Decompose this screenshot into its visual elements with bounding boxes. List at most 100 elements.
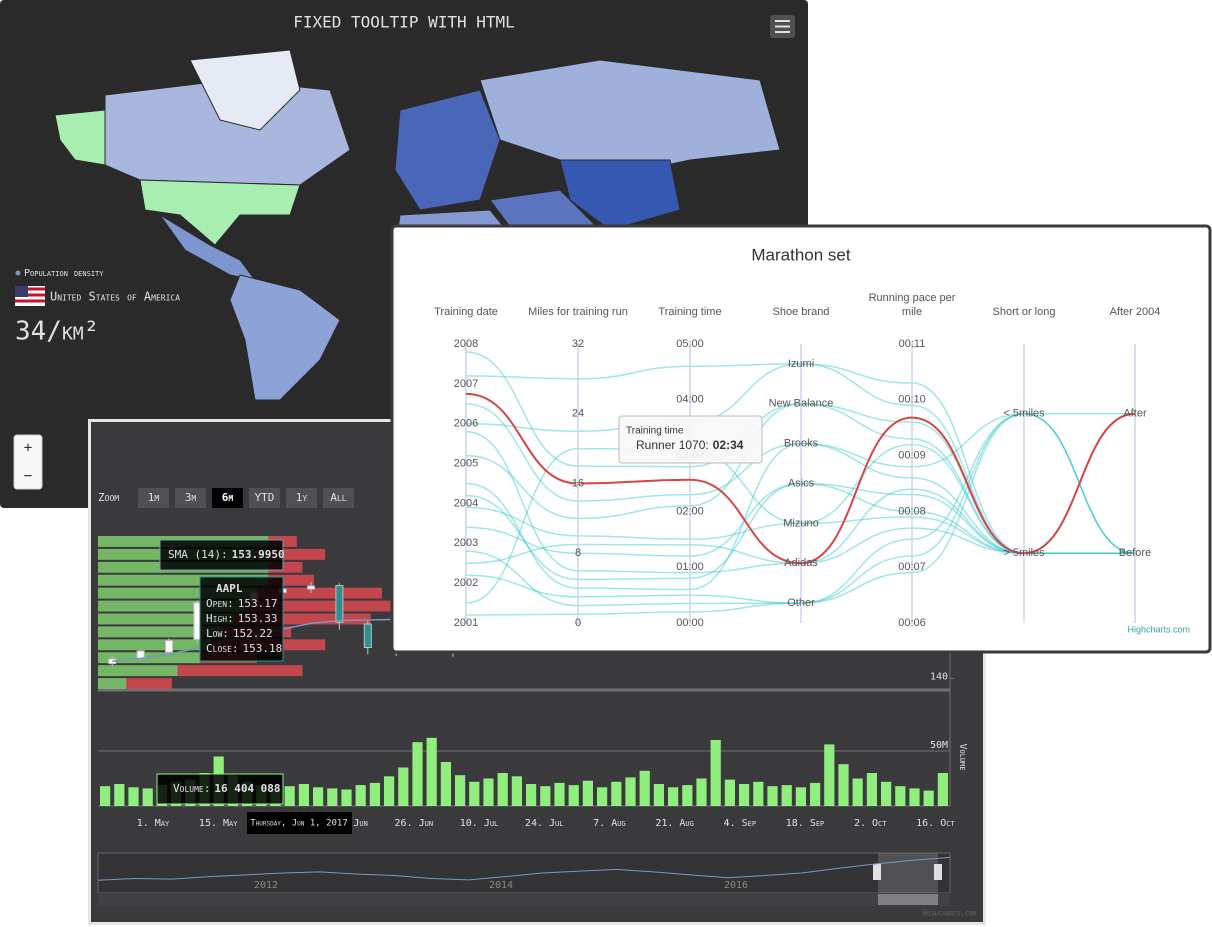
volume-bar [511, 776, 522, 806]
range-button-label[interactable]: YTD [255, 491, 275, 504]
y-tick-label: 2005 [454, 457, 478, 469]
range-button[interactable] [138, 488, 169, 508]
volume-bar [625, 777, 636, 806]
navigator-line [97, 856, 951, 881]
y-tick-label: 32 [572, 338, 584, 350]
volume-bar [895, 786, 906, 806]
zoom-button[interactable]: − [24, 468, 32, 484]
zoom-button[interactable]: + [24, 440, 32, 456]
x-tick-label: 16. Oct [916, 818, 955, 829]
volume-bar [483, 778, 494, 806]
volume-bar [284, 786, 295, 806]
range-button[interactable] [286, 488, 317, 508]
navigator-handle[interactable] [873, 864, 881, 880]
navigator-label: 2012 [254, 880, 278, 891]
x-tick-label: 2. Oct [854, 818, 887, 829]
tooltip-text: Runner 1070: 02:34 [636, 438, 744, 452]
range-button-label[interactable]: 3m [185, 491, 197, 504]
vbp-down [245, 600, 417, 612]
y-tick-label: 00:07 [898, 561, 926, 573]
tooltip-value: 153.18 [243, 642, 283, 655]
vbp-up [98, 626, 223, 638]
y-tick-label: 2003 [454, 537, 478, 549]
y-tick-label: 00:00 [676, 617, 704, 629]
candle-body [363, 623, 372, 649]
date-tooltip [247, 812, 352, 834]
range-label: Zoom [98, 491, 119, 504]
volume-bar [781, 785, 792, 806]
tooltip-label: Volume: [173, 782, 210, 795]
category-label: Brooks [784, 438, 819, 450]
country [559, 159, 681, 231]
range-button-label[interactable]: 6m [222, 491, 234, 504]
y-tick-label: 00:11 [899, 338, 926, 350]
vbp-up [98, 587, 258, 599]
tooltip-row: Close: 153.18 [206, 642, 282, 655]
tooltip-text: Volume: 16 404 088 [173, 782, 281, 795]
volume-bar [526, 784, 537, 806]
tooltip-label: SMA (14): [168, 548, 228, 561]
x-tick-label: 26. Jun [395, 818, 434, 829]
tooltip-box [159, 539, 284, 571]
y-tick-label: 0 [575, 617, 581, 629]
vbp-up [98, 639, 212, 651]
tooltip-text: SMA (14): 153.9950 [168, 548, 285, 561]
volume-bar [653, 784, 664, 806]
legend-symbol [15, 270, 21, 276]
scrollbar[interactable] [98, 893, 950, 906]
volume-bar [384, 776, 395, 806]
series-line [465, 412, 1135, 591]
range-button[interactable] [249, 488, 280, 508]
y-tick-label: 2006 [454, 418, 478, 430]
navigator-handle[interactable] [934, 864, 942, 880]
axis-title: Training time [658, 306, 722, 318]
category-label: > 5miles [1003, 547, 1045, 559]
axis-title: After 2004 [1109, 306, 1161, 318]
tooltip-row: Low: 152.22 [206, 627, 273, 640]
vbp-up [98, 574, 269, 586]
x-tick-label: 1. May [137, 818, 170, 829]
category-label: Asics [788, 477, 815, 489]
volume-bar [341, 789, 352, 806]
navigator-label: 2016 [724, 880, 748, 891]
vbp-down [257, 587, 382, 599]
navigator-mask[interactable] [878, 853, 938, 893]
range-button[interactable] [212, 488, 243, 508]
volume-bar [369, 782, 380, 806]
volume-bar [881, 781, 892, 806]
volume-bar [582, 780, 593, 806]
y-tick-label: 50M [930, 740, 948, 751]
tooltip-country: United States of America [50, 290, 180, 304]
axis-title: Short or long [992, 306, 1056, 318]
credits: Highcharts.com [923, 909, 976, 918]
y-tick-label: 00:10 [898, 394, 926, 406]
range-button[interactable] [323, 488, 354, 508]
range-button-label[interactable]: 1y [296, 491, 308, 504]
x-tick-label: 4. Sep [724, 818, 757, 829]
volume-bar [668, 787, 679, 806]
volume-bar [866, 773, 877, 806]
volume-bar [810, 782, 821, 806]
volume-bar [909, 788, 920, 806]
y-axis-title: Volume [957, 743, 968, 770]
candle-body [307, 585, 315, 590]
tooltip-label: Open: [206, 597, 234, 610]
volume-bar [469, 781, 480, 806]
vbp-up [98, 678, 127, 689]
y-tick-label: 2007 [454, 378, 478, 390]
range-button[interactable] [175, 488, 206, 508]
tooltip-value: 153.9950 [232, 548, 285, 561]
volume-bar [753, 781, 764, 806]
parallel-panel: Marathon set 2001 2002 2003 2004 2005 2006 2007… [390, 224, 1212, 654]
vbp-up [98, 600, 246, 612]
tooltip-value: 34/km² [15, 317, 99, 347]
category-label: Izumi [788, 358, 814, 370]
range-button-label[interactable]: 1m [148, 491, 160, 504]
volume-bar [682, 785, 693, 806]
country [139, 179, 301, 246]
range-button-label[interactable]: All [330, 491, 346, 504]
country [189, 49, 301, 131]
volume-bar [597, 787, 608, 806]
volume-bar [639, 770, 650, 806]
scrollbar-thumb[interactable] [878, 894, 938, 905]
